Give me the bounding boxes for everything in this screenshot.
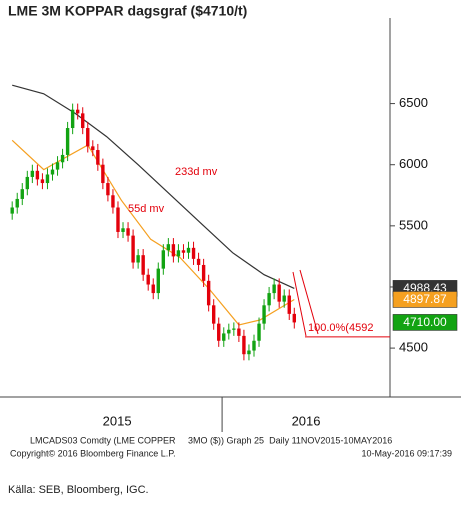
candle-body <box>60 154 65 163</box>
candle-body <box>25 176 30 190</box>
candle-body <box>287 295 291 314</box>
candle-body <box>156 268 160 294</box>
candle-body <box>40 179 45 184</box>
candle-body <box>45 174 50 184</box>
candle-body <box>292 313 296 323</box>
candle-body <box>282 295 286 302</box>
candle-body <box>211 305 216 324</box>
candle-body <box>217 323 221 341</box>
trend-line <box>292 271 307 337</box>
price-label: 4897.87 <box>403 292 447 306</box>
series-annotation: 233d mv <box>175 166 218 178</box>
candle-body <box>15 198 19 208</box>
candle-body <box>277 284 281 302</box>
candle-body <box>141 255 145 275</box>
candle-body <box>65 128 70 155</box>
candle-body <box>126 228 130 236</box>
candle-body <box>237 328 241 336</box>
candle-body <box>272 284 276 294</box>
candle-body <box>81 113 85 129</box>
footer-info: LMCADS03 Comdty (LME COPPER 3MO ($)) Gra… <box>30 435 392 445</box>
candle-body <box>252 340 256 351</box>
price-label-box <box>392 314 458 331</box>
candle-body <box>101 164 105 184</box>
footer-timestamp: 10-May-2016 09:17:39 <box>361 448 452 458</box>
moving-average-line <box>11 139 295 326</box>
series-annotation: 55d mv <box>128 203 165 215</box>
candle-body <box>267 293 271 306</box>
price-label-box <box>392 291 458 308</box>
candle-body <box>131 235 135 263</box>
candle-body <box>50 169 55 175</box>
candle-body <box>86 128 90 147</box>
candle-body <box>30 170 35 177</box>
candle-body <box>247 350 251 355</box>
candle-body <box>186 247 191 253</box>
candle-body <box>196 258 201 265</box>
candle-body <box>232 328 236 330</box>
candle-body <box>55 162 60 170</box>
candle-body <box>242 335 246 355</box>
footer-copyright: Copyright© 2016 Bloomberg Finance L.P. <box>10 448 176 458</box>
candle-body <box>262 305 266 324</box>
candle-body <box>116 207 120 232</box>
candle-body <box>222 333 226 341</box>
x-tick-label: 2015 <box>103 413 132 428</box>
candle-body <box>171 244 176 257</box>
candle-body <box>91 146 95 151</box>
candle-body <box>176 250 181 257</box>
candle-body <box>111 195 115 208</box>
candle-body <box>121 228 125 232</box>
candle-body <box>106 183 110 196</box>
candle-body <box>35 170 40 180</box>
level-label: 100.0%(4592 <box>308 322 373 334</box>
candle-body <box>20 189 24 199</box>
chart-title: LME 3M KOPPAR dagsgraf ($4710/t) <box>8 3 247 19</box>
candle-body <box>10 207 14 214</box>
y-tick-label: 4500 <box>399 340 428 355</box>
y-tick-label: 6000 <box>399 156 428 171</box>
candle-body <box>146 274 150 285</box>
candle-body <box>151 284 155 294</box>
source: Källa: SEB, Bloomberg, IGC. <box>8 484 149 496</box>
moving-average-line <box>12 84 295 289</box>
candle-body <box>136 255 140 263</box>
x-tick-label: 2016 <box>292 413 321 428</box>
price-label: 4710.00 <box>403 315 447 329</box>
candle-body <box>181 250 186 253</box>
candle-body <box>96 150 100 165</box>
candle-body <box>206 280 211 306</box>
candle-body <box>70 109 75 129</box>
plot-area <box>10 84 296 361</box>
y-tick-label: 6500 <box>399 95 428 110</box>
candle-body <box>257 323 261 341</box>
candle-body <box>166 244 171 251</box>
candle-body <box>75 109 80 114</box>
candle-body <box>191 247 196 259</box>
candle-body <box>201 264 206 281</box>
trend-line <box>299 269 319 335</box>
candle-body <box>227 329 231 334</box>
y-tick-label: 5500 <box>399 217 428 232</box>
candle-body <box>161 250 166 269</box>
